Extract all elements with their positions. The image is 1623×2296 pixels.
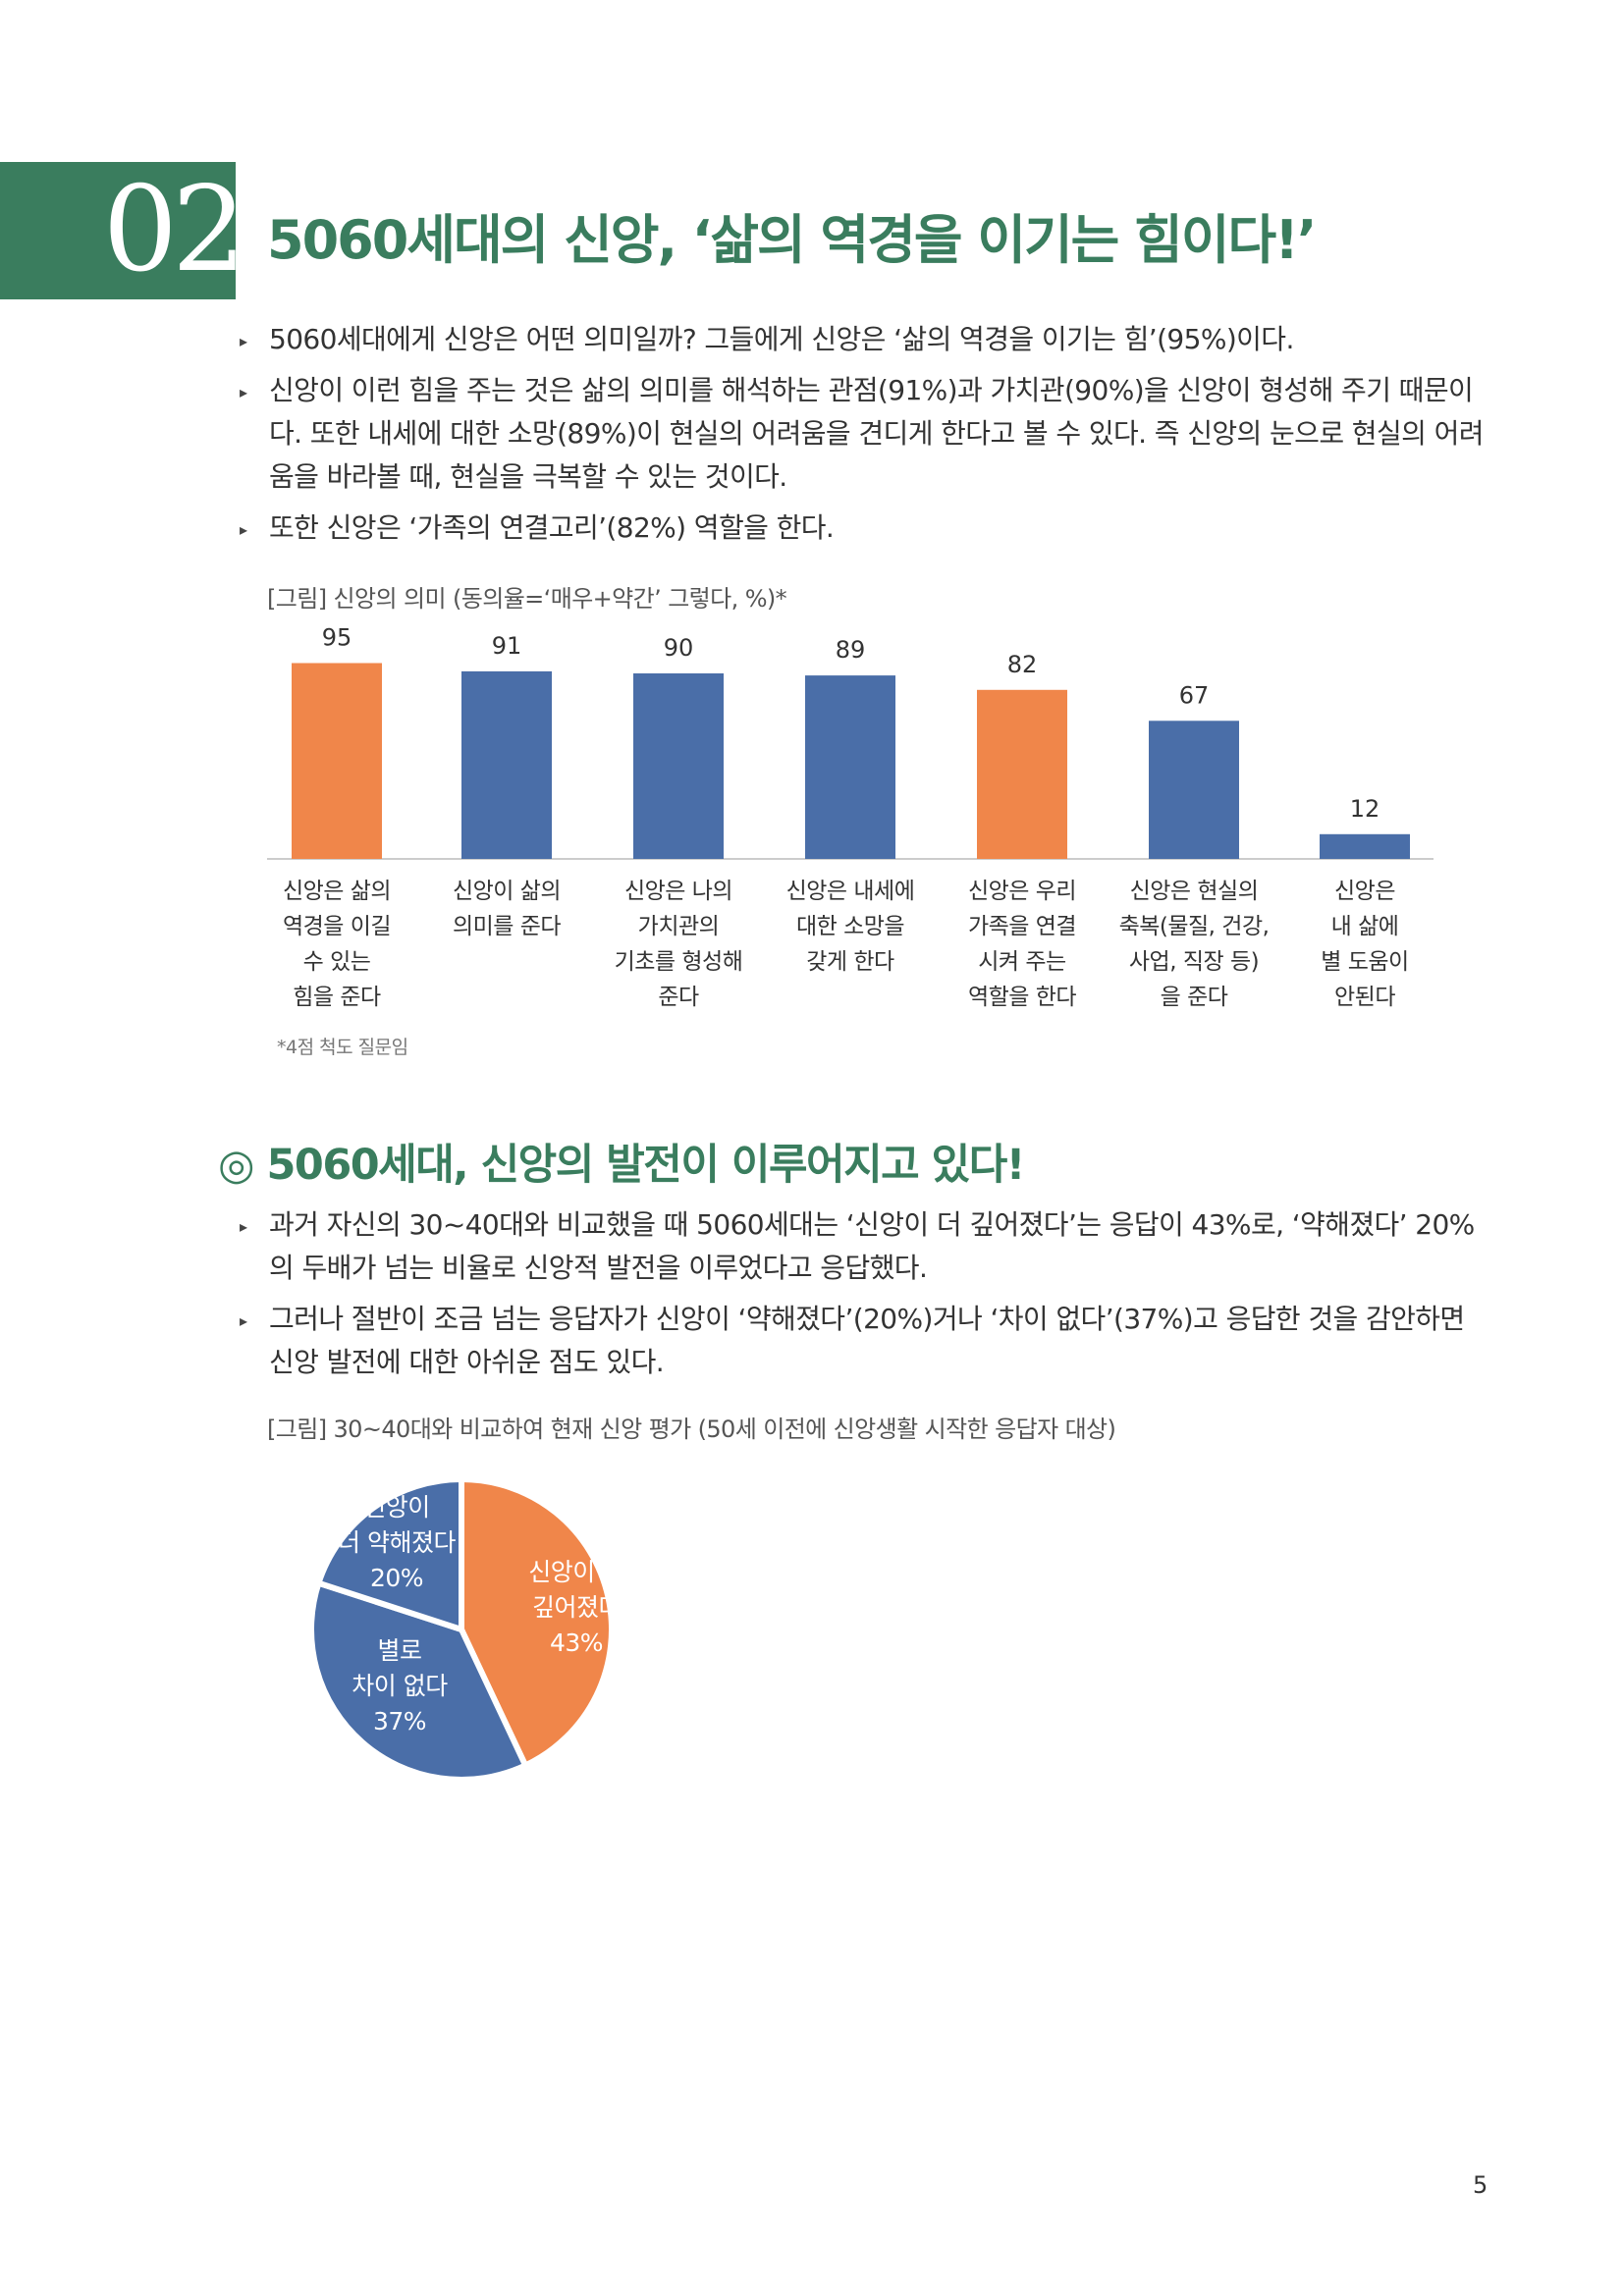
bar-category-label: 기초를 형성해 [615,949,743,975]
pie-slice [308,1578,530,1783]
bar [461,670,552,859]
list-item: ▸ 과거 자신의 30~40대와 비교했을 때 5060세대는 ‘신앙이 더 깊어… [240,1203,1487,1290]
bar-category-label: 신앙은 내세에 [786,879,915,904]
page-number: 5 [1473,2171,1488,2199]
bar-category-label: 역경을 이길 [283,914,391,939]
triangle-bullet-icon: ▸ [240,383,247,401]
list-item: ▸ 5060세대에게 신앙은 어떤 의미일까? 그들에게 신앙은 ‘삶의 역경을 … [240,318,1487,361]
list-item: ▸ 신앙이 이런 힘을 주는 것은 삶의 의미를 해석하는 관점(91%)과 가치… [240,369,1487,499]
bullet-text: 신앙이 이런 힘을 주는 것은 삶의 의미를 해석하는 관점(91%)과 가치관… [269,374,1485,493]
bar [1320,833,1410,859]
bar [1149,721,1239,859]
bar-category-label: 역할을 한다 [968,985,1076,1010]
section-number: 02 [102,162,247,298]
figure-caption-2: [그림] 30~40대와 비교하여 현재 신앙 평가 (50세 이전에 신앙생활… [267,1415,1116,1443]
bar-category-label: 의미를 준다 [453,914,561,939]
pie-value-label: 20% [370,1564,423,1592]
bar-category-label: 가치관의 [638,914,720,939]
bullet-list-2: ▸ 과거 자신의 30~40대와 비교했을 때 5060세대는 ‘신앙이 더 깊어… [240,1203,1487,1392]
list-item: ▸ 또한 신앙은 ‘가족의 연결고리’(82%) 역할을 한다. [240,507,1487,550]
bar-category-label: 신앙은 우리 [968,879,1076,904]
pie-slice [459,1475,615,1770]
bar-value-label: 67 [1179,681,1210,709]
bar-category-label: 내 삶에 [1331,914,1399,939]
bullet-text: 5060세대에게 신앙은 어떤 의미일까? 그들에게 신앙은 ‘삶의 역경을 이… [269,323,1294,355]
bar-category-label: 힘을 준다 [293,985,381,1010]
bar-value-label: 91 [492,632,522,660]
bar-category-label: 준다 [658,985,699,1010]
bar-value-label: 95 [322,624,352,652]
bullet-list-1: ▸ 5060세대에게 신앙은 어떤 의미일까? 그들에게 신앙은 ‘삶의 역경을 … [240,318,1487,558]
bar-category-label: 갖게 한다 [806,949,894,975]
bullet-text: 또한 신앙은 ‘가족의 연결고리’(82%) 역할을 한다. [269,511,835,544]
page-title: 5060세대의 신앙, ‘삶의 역경을 이기는 힘이다!’ [267,209,1317,271]
bar-category-label: 안된다 [1334,985,1395,1010]
pie-value-label: 43% [550,1629,603,1657]
triangle-bullet-icon: ▸ [240,332,247,350]
pie-slice-label: 신앙이 더 [528,1558,623,1586]
pie-slice-label: 차이 없다 [352,1672,448,1700]
bar-category-label: 축복(물질, 건강, [1119,914,1270,939]
pie-slice-label: 더 약해졌다 [338,1528,456,1557]
bar-category-label: 신앙은 [1334,879,1395,904]
bar-category-label: 을 준다 [1161,985,1228,1010]
pie-slice-label: 별로 [377,1636,421,1665]
bar-category-label: 신앙은 삶의 [283,879,391,904]
section-number-badge [0,162,236,299]
bar [292,663,382,859]
bar-category-label: 시켜 주는 [978,949,1065,975]
bar-category-label: 신앙이 삶의 [453,879,561,904]
bar [977,689,1067,859]
bar-category-label: 신앙은 나의 [624,879,732,904]
pie-slice-label: 신앙이 [363,1493,430,1522]
bar-category-label: 별 도움이 [1321,949,1408,975]
bar-category-label: 수 있는 [303,949,371,975]
triangle-bullet-icon: ▸ [240,1217,247,1236]
bar-category-label: 대한 소망을 [796,914,904,939]
bar [805,675,895,859]
figure-caption-1: [그림] 신앙의 의미 (동의율=‘매우+약간’ 그렇다, %)* [267,585,787,613]
bar-value-label: 12 [1350,795,1380,823]
bar-category-label: 신앙은 현실의 [1130,879,1259,904]
section-subtitle: ◎ 5060세대, 신앙의 발전이 이루어지고 있다! [218,1141,1025,1190]
triangle-bullet-icon: ▸ [240,1311,247,1330]
pie-value-label: 37% [373,1707,426,1735]
triangle-bullet-icon: ▸ [240,520,247,539]
bar [633,673,724,859]
bar-value-label: 90 [664,634,694,662]
bar-value-label: 82 [1007,651,1038,678]
figure-footnote: *4점 척도 질문임 [277,1037,408,1058]
bar-category-label: 사업, 직장 등) [1129,949,1259,975]
bar-category-label: 가족을 연결 [968,914,1076,939]
bullet-text: 과거 자신의 30~40대와 비교했을 때 5060세대는 ‘신앙이 더 깊어졌… [269,1208,1475,1284]
bar-value-label: 89 [836,636,866,664]
pie-slice-label: 깊어졌다 [532,1593,622,1622]
bullet-text: 그러나 절반이 조금 넘는 응답자가 신앙이 ‘약해졌다’(20%)거나 ‘차이… [269,1303,1465,1378]
list-item: ▸ 그러나 절반이 조금 넘는 응답자가 신앙이 ‘약해졌다’(20%)거나 ‘차… [240,1298,1487,1384]
pie-slice [314,1475,464,1634]
